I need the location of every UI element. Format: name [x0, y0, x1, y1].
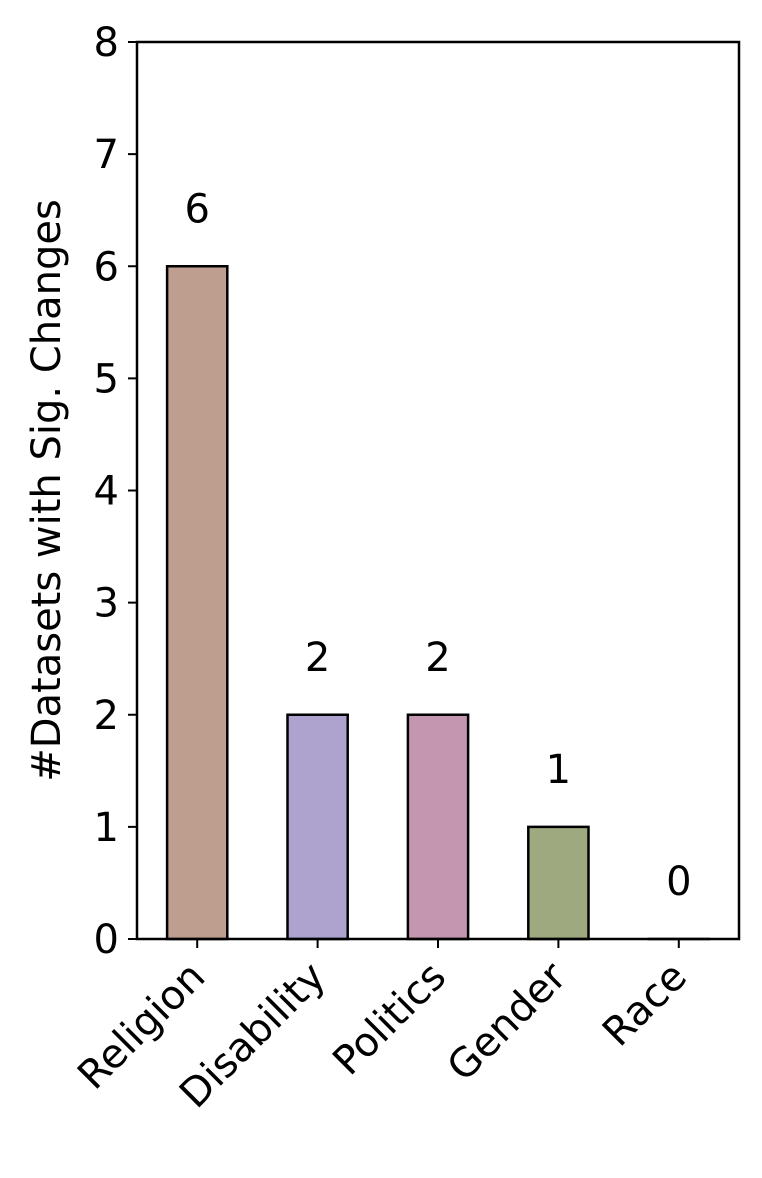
data-label-gender: 1 [546, 747, 571, 793]
bar-religion [165, 265, 229, 941]
data-label-race: 0 [666, 859, 691, 905]
bar-politics [406, 713, 470, 941]
y-tick-label: 1 [94, 805, 119, 851]
data-labels-group: 6 2 2 1 0 [184, 186, 691, 905]
bar-gender [527, 825, 590, 941]
x-tick-label-politics: Politics [324, 954, 455, 1085]
y-tick-label: 0 [94, 917, 119, 963]
y-tick-label: 2 [94, 693, 119, 739]
data-label-religion: 6 [184, 186, 209, 232]
y-tick-label: 3 [94, 581, 119, 627]
data-label-politics: 2 [425, 635, 450, 681]
x-tick-label-gender: Gender [439, 953, 576, 1090]
x-tick-label-race: Race [594, 954, 696, 1056]
y-tick-label: 4 [94, 469, 119, 515]
y-tick-label: 7 [94, 132, 119, 178]
bars-group [165, 265, 711, 941]
y-tick-label: 8 [94, 20, 119, 66]
y-tick-label: 5 [94, 356, 119, 402]
y-axis: 0 1 2 3 4 5 6 7 8 [94, 20, 137, 963]
y-tick-label: 6 [94, 244, 119, 290]
y-axis-title: #Datasets with Sig. Changes [24, 199, 70, 782]
bar-disability [286, 713, 349, 941]
data-label-disability: 2 [305, 635, 330, 681]
